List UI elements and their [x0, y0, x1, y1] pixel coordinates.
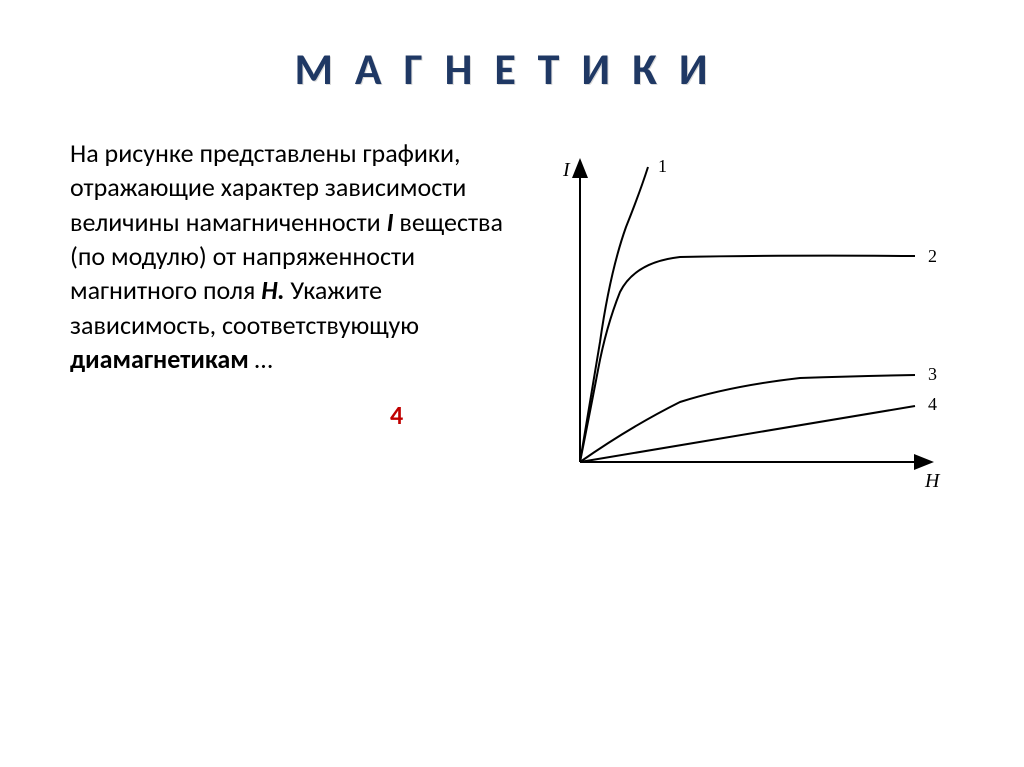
curve-3 [580, 375, 915, 462]
curve-4 [580, 406, 915, 462]
chart-svg: I H 1 2 3 4 [530, 142, 960, 502]
magnetization-chart: I H 1 2 3 4 [510, 136, 964, 502]
symbol-H: H. [261, 274, 284, 306]
curve-label-3: 3 [928, 364, 937, 384]
curve-label-4: 4 [928, 394, 937, 414]
question-part-7: … [249, 343, 273, 375]
y-axis-label: I [562, 159, 571, 181]
page-title: МАГНЕТИКИ [0, 0, 1024, 96]
content-row: На рисунке представлены графики, отражаю… [0, 136, 1024, 502]
symbol-I: I [387, 206, 394, 238]
curve-label-2: 2 [928, 246, 937, 266]
question-text: На рисунке представлены графики, отражаю… [70, 136, 510, 433]
question-keyword: диамагнетикам [70, 343, 249, 375]
slide: МАГНЕТИКИ На рисунке представлены график… [0, 0, 1024, 767]
curve-label-1: 1 [658, 156, 667, 176]
x-axis-label: H [924, 470, 941, 492]
curves-group: 1 2 3 4 [580, 156, 937, 462]
curve-2 [580, 256, 915, 462]
answer-value: 4 [70, 398, 510, 432]
curve-1 [580, 167, 648, 462]
